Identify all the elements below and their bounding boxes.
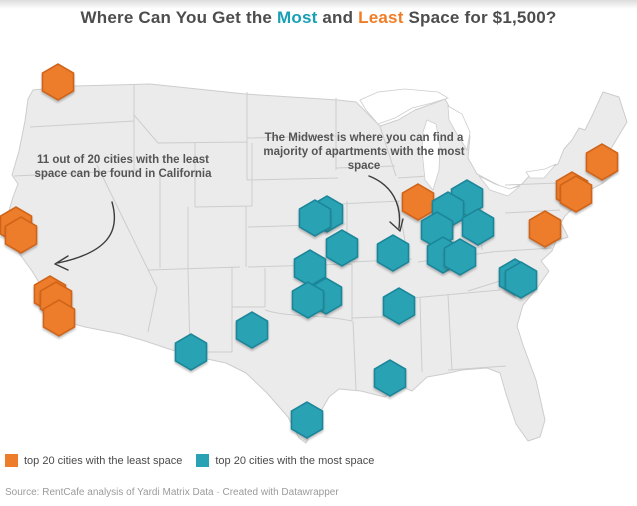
least-space-swatch bbox=[5, 454, 18, 467]
title-part2: and bbox=[317, 8, 359, 27]
city-hexagon-least[interactable] bbox=[42, 299, 76, 337]
city-hexagon-most[interactable] bbox=[291, 281, 325, 319]
city-hexagon-most[interactable] bbox=[376, 234, 410, 272]
map-legend: top 20 cities with the least space top 2… bbox=[5, 454, 388, 467]
city-hexagon-least[interactable] bbox=[528, 210, 562, 248]
lake-superior bbox=[359, 88, 449, 125]
lake-erie bbox=[478, 175, 521, 197]
legend-label-most: top 20 cities with the most space bbox=[215, 454, 375, 467]
annotation-california: 11 out of 20 cities with the least space… bbox=[34, 154, 212, 180]
city-hexagon-most[interactable] bbox=[298, 199, 332, 237]
title-least-highlight: Least bbox=[358, 8, 404, 27]
title-part3: Space for $1,500? bbox=[403, 8, 557, 27]
title-most-highlight: Most bbox=[277, 8, 318, 27]
city-hexagon-least[interactable] bbox=[585, 143, 619, 181]
city-hexagon-least[interactable] bbox=[559, 175, 593, 213]
annotation-midwest: The Midwest is where you can find a majo… bbox=[263, 132, 465, 172]
city-hexagon-most[interactable] bbox=[290, 401, 324, 439]
legend-label-least: top 20 cities with the least space bbox=[24, 454, 183, 467]
city-hexagon-most[interactable] bbox=[174, 333, 208, 371]
midwest-arrow bbox=[368, 175, 404, 232]
legend-item-least-space: top 20 cities with the least space bbox=[5, 454, 182, 467]
top-gradient bbox=[0, 0, 637, 9]
city-markers-layer bbox=[0, 63, 619, 439]
city-hexagon-most[interactable] bbox=[325, 229, 359, 267]
city-hexagon-most[interactable] bbox=[461, 208, 495, 246]
city-hexagon-least[interactable] bbox=[401, 183, 435, 221]
city-hexagon-most[interactable] bbox=[235, 311, 269, 349]
city-hexagon-least[interactable] bbox=[4, 216, 38, 254]
most-space-swatch bbox=[196, 454, 210, 467]
lake-michigan bbox=[421, 119, 441, 191]
california-arrow bbox=[54, 201, 116, 271]
city-hexagon-least[interactable] bbox=[41, 63, 75, 101]
source-attribution: Source: RentCafe analysis of Yardi Matri… bbox=[5, 487, 339, 498]
great-lakes bbox=[359, 88, 557, 197]
city-hexagon-most[interactable] bbox=[504, 261, 538, 299]
title-part1: Where Can You Get the bbox=[80, 8, 277, 27]
lake-ontario bbox=[525, 163, 557, 179]
city-hexagon-most[interactable] bbox=[373, 359, 407, 397]
legend-item-most-space: top 20 cities with the most space bbox=[196, 454, 374, 467]
city-hexagon-most[interactable] bbox=[443, 238, 477, 276]
lake-huron bbox=[447, 105, 471, 152]
annotation-arrows bbox=[54, 175, 404, 271]
city-hexagon-most[interactable] bbox=[382, 287, 416, 325]
page-title: Where Can You Get the Most and Least Spa… bbox=[0, 8, 637, 28]
